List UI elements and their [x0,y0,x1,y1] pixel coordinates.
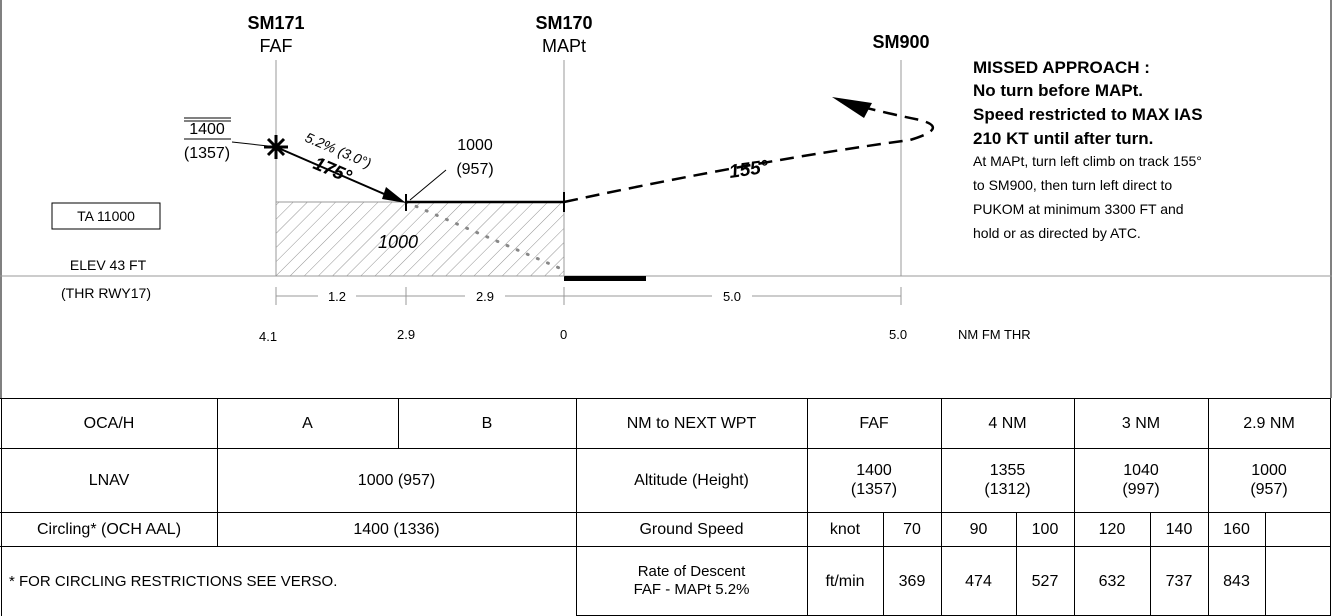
altitude-row-label: Altitude (Height) [634,471,749,489]
altitude-cell: 1355 (1312) [984,462,1031,498]
approach-profile-diagram: SM171 FAF SM170 MAPt SM900 1000 1400 (13… [0,0,1332,398]
descent-arrowhead [382,187,406,203]
lnav-label: LNAV [88,471,130,489]
table-sub-col-line-2 [1016,546,1017,616]
thr-label: (THR RWY17) [61,285,151,301]
wpt-cell: 4 NM [988,414,1027,432]
gs-unit: knot [829,520,861,538]
table-col-line-4 [807,398,808,616]
segment-label-1: 1.2 [328,289,346,304]
table-sub-col-line-4 [1265,546,1266,616]
table-col-line-5 [941,398,942,616]
gs-cell: 120 [1098,520,1126,538]
rod-unit: ft/min [825,572,865,590]
fix-sm171-id: SM171 [247,13,304,33]
missed-bold-line-3: 210 KT until after turn. [973,129,1153,148]
gs-sub-line-3 [1150,512,1151,546]
table-row-line-2 [0,512,1331,513]
wpt-cell: FAF [859,414,889,432]
table-col-line-3 [576,398,577,616]
missed-line-2: to SM900, then turn left direct to [973,177,1172,193]
oca-box-value: 1000 [378,232,418,252]
rod-cell: 369 [898,572,926,590]
cat-a-header: A [302,414,313,432]
gs-cell: 140 [1165,520,1193,538]
wpt-cell: 3 NM [1121,414,1161,432]
altitude-cell: 1040 (997) [1122,462,1160,498]
missed-track-label: 155° [728,157,770,183]
gs-sub-line-1 [883,512,884,546]
ta-box [51,202,161,230]
segment-label-2: 2.9 [476,289,494,304]
distance-label-4: 5.0 [889,327,907,342]
missed-line-3: PUKOM at minimum 3300 FT and [973,201,1184,217]
distance-label-1: 4.1 [259,329,277,344]
circling-note: * FOR CIRCLING RESTRICTIONS SEE VERSO. [9,572,338,590]
table-row-line-3 [0,546,1331,547]
fix-sm171-role: FAF [259,36,292,56]
circling-value: 1400 (1336) [353,520,440,538]
oca-h-header: OCA/H [83,414,135,432]
cat-b-header: B [481,414,493,432]
table-right-line [1330,398,1331,616]
faf-altitude: 1400 [189,121,225,138]
altitude-cell: 1000 (957) [1250,462,1288,498]
stepdown-altitude: 1000 [457,137,493,154]
fix-sm900-id: SM900 [872,32,929,52]
missed-line-4: hold or as directed by ATC. [973,225,1141,241]
table-top-line [0,398,1331,399]
gs-cell: 100 [1031,520,1059,538]
table-col-line-6 [1074,398,1075,616]
rod-cell: 843 [1223,572,1250,590]
oca-hatched-area [275,201,565,277]
faf-leader-line [231,141,269,147]
rod-cell: 527 [1031,572,1059,590]
missed-approach-title: MISSED APPROACH : [973,58,1150,77]
distance-label-2: 2.9 [397,327,415,342]
missed-arrowhead [832,97,872,118]
missed-bold-line-1: No turn before MAPt. [973,81,1143,100]
segment-label-3: 5.0 [723,289,741,304]
lnav-value: 1000 (957) [357,471,436,489]
stepdown-leader-line [409,169,447,201]
gs-sub-line-4 [1265,512,1266,546]
table-col-line-1 [217,398,218,546]
minima-and-descent-table: OCA/H A B LNAV 1000 (957) Circling* (OCH… [0,398,1331,616]
runway-bar [564,276,646,281]
gs-cell: 90 [969,520,988,538]
table-sub-col-line-1 [883,546,884,616]
table-sub-col-line-3 [1150,546,1151,616]
missed-bold-line-2: Speed restricted to MAX IAS [973,105,1203,124]
distance-unit-label: NM FM THR [958,327,1031,342]
ground-speed-row-label: Ground Speed [639,520,744,538]
table-col-line-7 [1208,398,1209,616]
missed-approach-path [563,98,934,204]
stepdown-height: (957) [456,161,493,178]
gs-sub-line-2 [1016,512,1017,546]
distance-label-3: 0 [560,327,567,342]
table-row-line-1 [0,448,1331,449]
wpt-cell: 2.9 NM [1243,414,1295,432]
gs-cell: 160 [1223,520,1250,538]
wpt-row-label: NM to NEXT WPT [626,414,757,432]
glide-dotted-line [404,200,566,272]
table-left-line [1,398,2,616]
circling-label: Circling* (OCH AAL) [36,520,182,538]
rod-cell: 474 [965,572,992,590]
segment-scale-lines [275,287,902,305]
gs-cell: 70 [903,520,921,538]
altitude-cell: 1400 (1357) [850,462,898,498]
faf-star-icon [264,135,288,159]
ta-label: TA 11000 [77,208,135,224]
faf-height: (1357) [184,145,230,162]
fix-sm170-id: SM170 [535,13,592,33]
missed-line-1: At MAPt, turn left climb on track 155° [973,153,1202,169]
fix-sm170-role: MAPt [542,36,586,56]
rate-of-descent-row-label: Rate of Descent FAF - MAPt 5.2% [633,563,750,598]
table-col-line-2 [398,398,399,448]
rod-cell: 737 [1165,572,1193,590]
rod-cell: 632 [1098,572,1126,590]
elev-label: ELEV 43 FT [70,257,147,273]
descent-path-line [275,146,399,201]
